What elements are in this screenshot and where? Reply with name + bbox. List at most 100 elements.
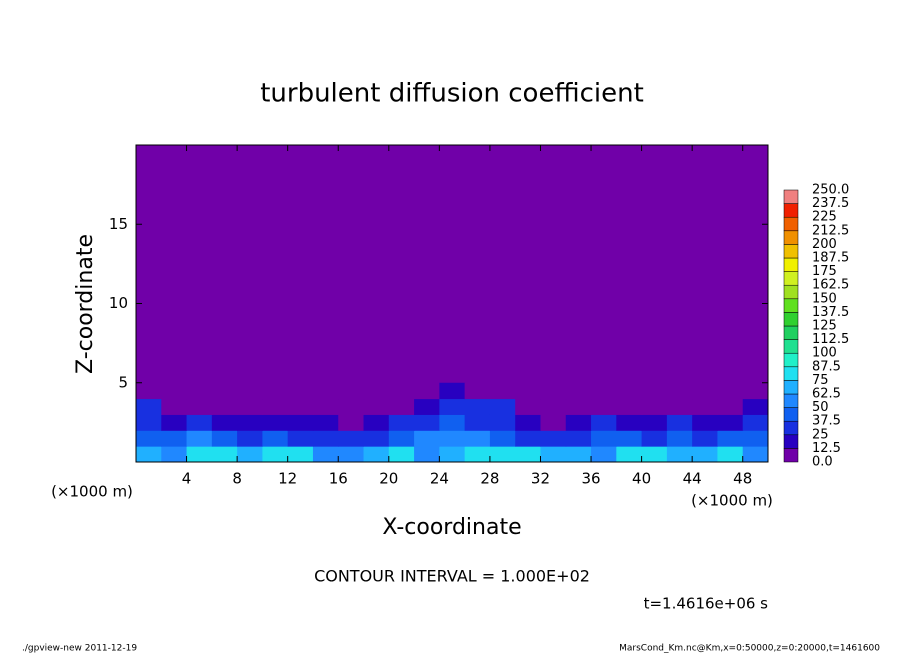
contour-cell [161,398,188,415]
contour-cell [515,446,541,463]
colorbar-swatch [783,244,799,259]
contour-cell [312,446,339,463]
contour-cell [540,430,567,447]
contour-cell [388,382,415,400]
colorbar-label: 237.5 [812,196,849,211]
colorbar-swatch [783,366,799,381]
x-tick-label: 28 [480,470,499,488]
contour-cell [211,382,238,400]
colorbar-label: 62.5 [812,387,841,402]
contour-cell [136,398,162,415]
contour-cell [616,430,643,447]
y-tick-label: 10 [109,294,128,312]
time-label: t=1.4616e+06 s [644,595,769,613]
contour-cell [312,430,339,447]
colorbar-swatch [783,407,799,422]
contour-cell [515,398,541,415]
contour-cell [161,430,188,447]
colorbar-swatch [783,257,799,272]
colorbar-label: 212.5 [812,223,849,238]
footer-left: ./gpview-new 2011-12-19 [22,644,137,654]
contour-cell [464,430,491,447]
contour-cell [363,430,390,447]
x-tick-label: 12 [278,470,297,488]
contour-cell [565,398,592,415]
contour-cell [641,446,668,463]
chart-title: turbulent diffusion coefficient [260,79,644,109]
contour-cell [540,414,567,431]
contour-cell [312,382,339,400]
x-tick-label: 8 [232,470,242,488]
colorbar-swatch [783,420,799,436]
contour-cell [237,398,263,415]
contour-cell [489,398,516,415]
x-axis-label: X-coordinate [382,515,521,540]
contour-cell [515,382,541,400]
x-tick-label: 32 [531,470,550,488]
contour-cell [312,398,339,415]
contour-cell [161,382,188,400]
colorbar-label: 0.0 [812,455,833,470]
contour-cell [287,430,314,447]
colorbar-label: 100 [812,346,837,361]
contour-cell [414,398,440,415]
colorbar-label: 175 [812,264,837,279]
contour-cell [641,382,668,400]
colorbar-swatch [783,448,799,463]
contour-cell [439,382,466,400]
contour-cell [287,382,314,400]
contour-cell [237,414,263,431]
colorbar-swatch [783,325,799,340]
colorbar-label: 150 [812,291,837,306]
colorbar-label: 25 [812,427,829,442]
contour-cell [641,398,668,415]
contour-cell [565,414,592,431]
contour-cell [540,398,567,415]
contour-cell [565,430,592,447]
contour-cell [388,398,415,415]
contour-cell [717,430,744,447]
contour-cell [287,446,314,463]
colorbar-label: 125 [812,319,837,334]
contour-cell [338,382,365,400]
contour-cell [388,446,415,463]
contour-cell [186,414,213,431]
x-tick-label: 44 [683,470,702,488]
contour-cell [616,414,643,431]
contour-cell [717,446,744,463]
x-tick-label: 20 [379,470,398,488]
contour-cell [616,382,643,400]
contour-cell [666,382,693,400]
contour-cell [136,414,162,431]
x-tick-label: 24 [430,470,449,488]
contour-cell [136,382,162,400]
contour-cell [666,398,693,415]
y-tick-label: 5 [118,373,128,391]
contour-cell [641,414,668,431]
contour-cell [641,430,668,447]
colorbar-label: 137.5 [812,305,849,320]
contour-cell [211,446,238,463]
contour-cell [666,430,693,447]
contour-cell [237,446,263,463]
contour-cell [312,414,339,431]
contour-cell [338,430,365,447]
contour-cell [388,430,415,447]
contour-cell [338,398,365,415]
contour-cell [591,430,617,447]
y-tick-label: 15 [109,215,128,233]
contour-cell [161,414,188,431]
contour-cell [692,430,718,447]
contour-cell [742,446,769,463]
contour-cell [515,430,541,447]
contour-cell [186,430,213,447]
contour-cell [692,446,718,463]
contour-cell [136,430,162,447]
contour-cell [363,382,390,400]
contour-cell [338,446,365,463]
colorbar-swatch [783,339,799,354]
colorbar-label: 37.5 [812,414,841,429]
contour-cell [742,430,769,447]
colorbar-swatch [783,284,799,300]
colorbar-label: 162.5 [812,278,849,293]
